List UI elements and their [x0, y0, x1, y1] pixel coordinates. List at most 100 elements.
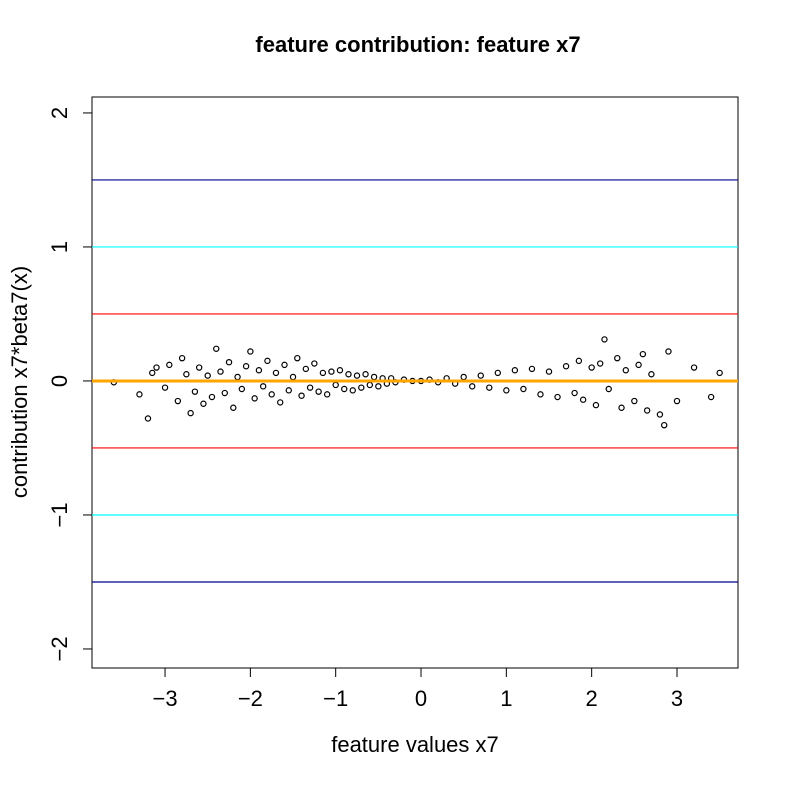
- point: [571, 389, 578, 397]
- point: [238, 385, 246, 393]
- point: [153, 364, 160, 371]
- point: [217, 368, 224, 375]
- point: [255, 367, 263, 374]
- point: [247, 348, 254, 355]
- x-tick-label: −2: [238, 686, 263, 711]
- point: [596, 360, 604, 367]
- point: [588, 364, 595, 371]
- point: [366, 381, 374, 389]
- point: [208, 393, 216, 401]
- point: [707, 393, 715, 401]
- point: [166, 361, 173, 369]
- point: [601, 336, 608, 343]
- point: [520, 385, 527, 393]
- point: [353, 372, 361, 379]
- point: [277, 399, 284, 406]
- point: [178, 354, 186, 362]
- y-axis-label: contribution x7*beta7(x): [7, 266, 32, 498]
- point: [537, 391, 544, 398]
- point: [575, 357, 583, 365]
- point: [460, 373, 467, 381]
- x-tick-label: −1: [323, 686, 348, 711]
- plot-frame: [91, 96, 739, 669]
- x-axis-label: feature values x7: [331, 732, 499, 757]
- point: [486, 384, 493, 391]
- point: [213, 345, 220, 352]
- point: [315, 388, 322, 395]
- point: [187, 409, 194, 417]
- point: [554, 393, 561, 401]
- point: [656, 411, 664, 418]
- point: [341, 385, 348, 393]
- point: [494, 369, 502, 377]
- point: [264, 357, 271, 365]
- point: [673, 397, 681, 405]
- point: [174, 397, 182, 405]
- point: [477, 372, 484, 379]
- point: [191, 388, 199, 395]
- point: [362, 371, 369, 378]
- point: [225, 358, 233, 366]
- point: [289, 373, 297, 381]
- point: [648, 371, 655, 378]
- x-tick-label: 2: [586, 686, 598, 711]
- point: [259, 383, 267, 390]
- point: [336, 367, 344, 374]
- point: [242, 363, 250, 370]
- point: [579, 396, 587, 403]
- point: [319, 369, 327, 377]
- point: [643, 407, 651, 414]
- point: [272, 369, 280, 377]
- point: [234, 373, 241, 381]
- point: [605, 385, 612, 393]
- point: [323, 391, 331, 398]
- point: [592, 401, 600, 409]
- point: [345, 371, 352, 378]
- point: [631, 397, 638, 405]
- point: [195, 364, 203, 371]
- point: [306, 384, 314, 391]
- point: [511, 367, 519, 374]
- point: [221, 389, 228, 397]
- point: [349, 387, 356, 394]
- point: [281, 361, 288, 369]
- point: [328, 368, 335, 375]
- point: [144, 415, 152, 422]
- point: [358, 384, 365, 391]
- y-tick-label: 1: [47, 241, 72, 253]
- point: [251, 395, 258, 402]
- point: [545, 368, 553, 375]
- point: [635, 361, 642, 369]
- y-tick-label: −2: [47, 636, 72, 661]
- y-tick-label: 2: [47, 107, 72, 119]
- point: [716, 369, 723, 377]
- point: [562, 363, 570, 370]
- point: [136, 391, 143, 398]
- x-tick-label: 1: [500, 686, 512, 711]
- point: [302, 365, 310, 373]
- point: [285, 387, 292, 394]
- point: [690, 364, 698, 371]
- point: [528, 365, 536, 373]
- point: [332, 381, 339, 389]
- point: [183, 371, 190, 378]
- x-tick-label: −3: [152, 686, 177, 711]
- point: [622, 367, 629, 374]
- x-tick-label: 3: [671, 686, 683, 711]
- point: [469, 383, 476, 390]
- x-tick-label: 0: [415, 686, 427, 711]
- point: [665, 348, 672, 355]
- point: [230, 404, 237, 411]
- point: [268, 391, 275, 398]
- point: [298, 392, 305, 399]
- point: [370, 373, 378, 381]
- point: [503, 387, 510, 394]
- point: [200, 400, 207, 407]
- point: [311, 360, 318, 367]
- chart-title: feature contribution: feature x7: [255, 32, 580, 57]
- point: [618, 404, 625, 411]
- point: [614, 354, 621, 362]
- point: [161, 384, 169, 391]
- y-tick-label: 0: [47, 375, 72, 387]
- point: [660, 421, 668, 429]
